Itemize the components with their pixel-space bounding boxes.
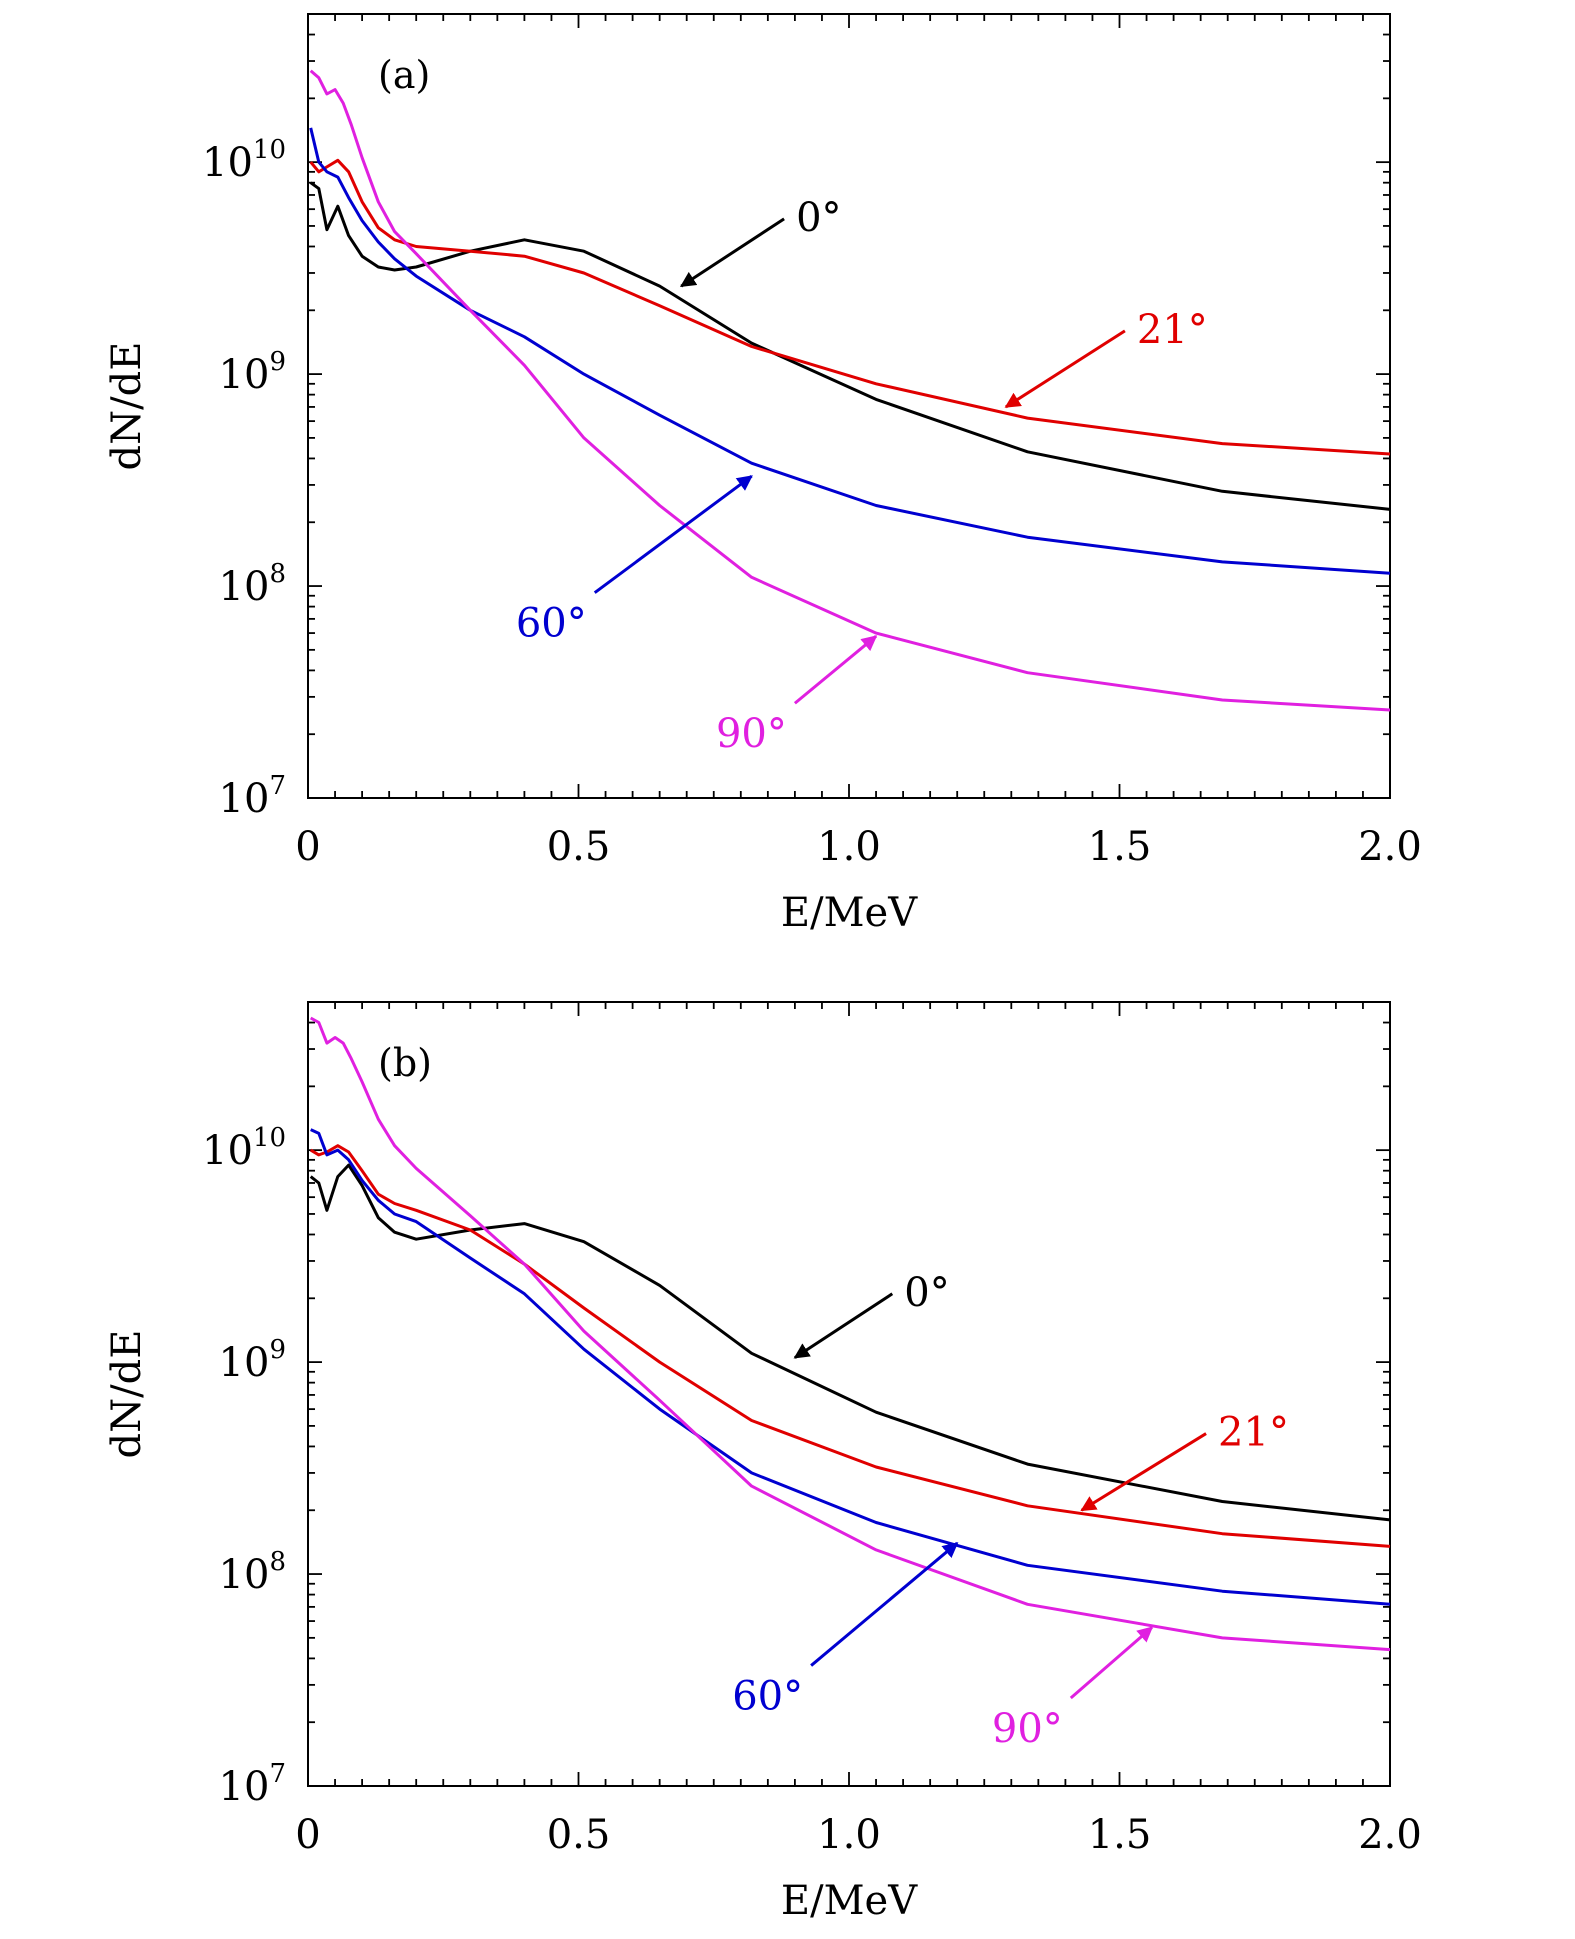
- x-tick-label: 1.0: [817, 824, 881, 870]
- annotation-arrow: [593, 474, 753, 594]
- x-tick-label: 0.5: [547, 1812, 611, 1858]
- y-tick-label: 109: [219, 1335, 286, 1386]
- series-line: [309, 181, 1391, 511]
- series-line: [309, 1144, 1391, 1548]
- x-tick-label: 0: [295, 824, 320, 870]
- y-axis-label: dN/dE: [104, 342, 150, 471]
- x-axis-label: E/MeV: [781, 1878, 918, 1924]
- y-tick-label: 1010: [202, 1123, 286, 1174]
- series-line: [309, 69, 1391, 712]
- annotation-arrow: [1069, 1626, 1154, 1700]
- series-line: [309, 1016, 1391, 1652]
- series-line: [309, 127, 1391, 575]
- x-tick-label: 0: [295, 1812, 320, 1858]
- panel-label: (b): [378, 1041, 432, 1085]
- annotation-arrow: [1004, 329, 1126, 409]
- y-tick-label: 108: [219, 1547, 286, 1598]
- series-line: [310, 1128, 1391, 1606]
- y-axis-label: dN/dE: [104, 1330, 150, 1459]
- annotation-arrow: [793, 1292, 894, 1359]
- y-tick-label: 109: [219, 347, 286, 398]
- panel-label: (a): [378, 53, 430, 97]
- series-annotation-label: 0°: [904, 1270, 949, 1316]
- x-tick-label: 0.5: [547, 824, 611, 870]
- series-annotation-label: 60°: [732, 1674, 803, 1720]
- chart-panel-b: 0 0.5 1.0 1.5 2.0 107 108 109 1010 E/MeV dN/dE (b) 0…: [104, 1001, 1422, 1924]
- series-annotation-label: 0°: [796, 195, 841, 241]
- x-tick-label: 1.5: [1088, 1812, 1152, 1858]
- annotation-arrow: [793, 635, 878, 705]
- x-tick-label: 1.5: [1088, 824, 1152, 870]
- x-tick-label: 1.0: [817, 1812, 881, 1858]
- y-tick-label: 107: [219, 1759, 286, 1810]
- x-tick-label: 2.0: [1358, 1812, 1422, 1858]
- series-annotation-label: 90°: [992, 1706, 1063, 1752]
- series-line: [309, 1163, 1391, 1522]
- series-annotation-label: 21°: [1137, 307, 1208, 353]
- plot-frame: [307, 1001, 1391, 1787]
- series-annotation-label: 21°: [1218, 1410, 1289, 1456]
- chart-panel-a: 0 0.5 1.0 1.5 2.0 107 108 109 1010 E/MeV dN/dE (a) 0…: [104, 13, 1422, 936]
- series-annotation-label: 90°: [716, 711, 787, 757]
- annotation-arrow: [1080, 1432, 1207, 1512]
- series-line: [309, 158, 1391, 456]
- y-tick-label: 107: [219, 771, 286, 822]
- annotation-arrow: [810, 1541, 959, 1667]
- plot-frame: [307, 13, 1391, 799]
- x-axis-label: E/MeV: [781, 890, 918, 936]
- y-tick-label: 108: [219, 559, 286, 610]
- series-annotation-label: 60°: [516, 601, 587, 647]
- y-tick-label: 1010: [202, 135, 286, 186]
- x-tick-label: 2.0: [1358, 824, 1422, 870]
- annotation-arrow: [679, 217, 785, 288]
